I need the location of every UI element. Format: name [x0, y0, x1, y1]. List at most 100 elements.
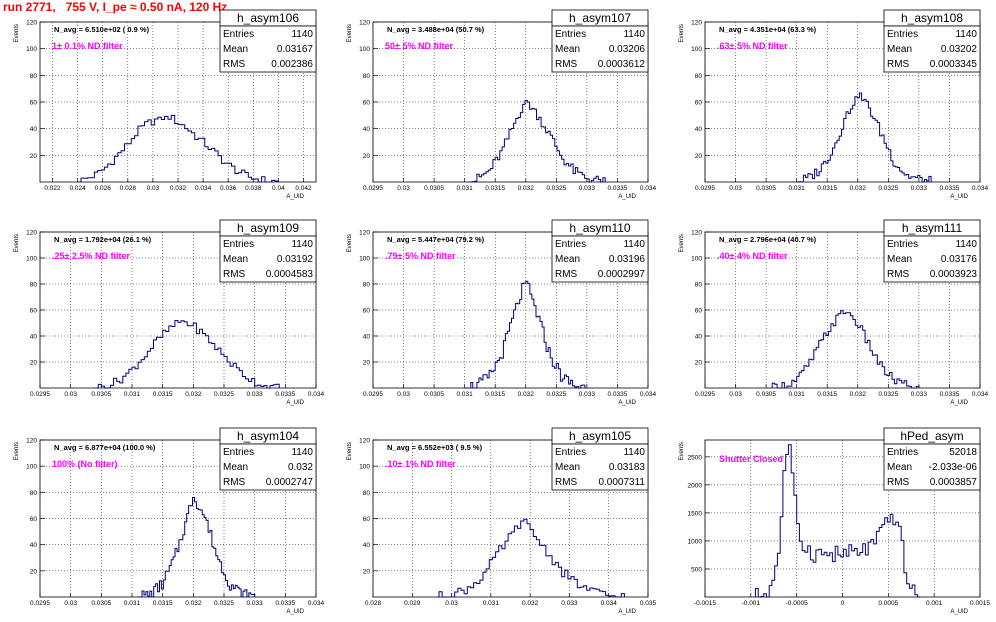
x-tick-label: 0.034 — [195, 185, 212, 192]
stats-value: 1140 — [623, 447, 645, 458]
x-tick-label: 0.034 — [972, 185, 989, 192]
stats-title: h_asym105 — [569, 429, 631, 443]
filter-label: 1± 0.1% ND filter — [52, 41, 123, 51]
y-tick-label: 100 — [26, 256, 37, 263]
x-tick-label: 0.0335 — [939, 391, 959, 398]
x-tick-label: 0.0295 — [363, 391, 383, 398]
y-tick-label: 1000 — [688, 538, 703, 545]
stats-box — [219, 443, 317, 491]
stats-value: 0.03206 — [609, 44, 646, 55]
plot-frame — [704, 439, 981, 598]
x-tick-label: 0.03 — [64, 600, 77, 607]
plot-frame — [372, 21, 649, 183]
stats-key: RMS — [223, 269, 246, 280]
y-axis-label: Events — [14, 24, 20, 42]
stats-value: 52018 — [949, 447, 977, 458]
x-tick-label: 0.0315 — [817, 185, 837, 192]
y-tick-label: 80 — [695, 282, 703, 289]
x-tick-label: 0.031 — [457, 185, 474, 192]
x-tick-label: -0.0005 — [786, 600, 808, 607]
y-tick-label: 20 — [363, 568, 371, 575]
y-tick-label: 60 — [695, 308, 703, 315]
x-tick-label: 0.033 — [911, 391, 928, 398]
x-tick-label: 0.0015 — [970, 600, 990, 607]
stats-box — [883, 235, 981, 283]
stats-value: 0.03192 — [277, 254, 314, 265]
y-tick-label: 20 — [695, 360, 703, 367]
y-tick-label: 100 — [26, 46, 37, 53]
x-tick-label: 0.0305 — [91, 391, 111, 398]
y-tick-label: 120 — [26, 20, 37, 27]
n-avg-annotation: N_avg = 3.488e+04 (50.7 %) — [387, 25, 485, 34]
panel-hPed_asym: -0.0015 -0.001 -0.0005 0 0.0005 0.001 0.0015 50… — [679, 427, 990, 615]
y-tick-label: 20 — [30, 360, 38, 367]
stats-value: 0.0007311 — [598, 477, 645, 488]
x-tick-label: 0.0325 — [214, 600, 234, 607]
x-tick-label: 0.028 — [120, 185, 137, 192]
stats-title: hPed_asym — [900, 429, 963, 443]
y-tick-label: 60 — [363, 516, 371, 523]
x-tick-label: 0.0335 — [275, 391, 295, 398]
stats-value: 0.03167 — [277, 44, 314, 55]
y-tick-label: 2500 — [688, 454, 703, 461]
x-tick-label: 0.0295 — [363, 185, 383, 192]
y-axis-label: Events — [347, 442, 353, 460]
panel-h_asym110: 0.0295 0.03 0.0305 0.031 0.0315 0.032 0.0325 0.… — [347, 219, 657, 406]
x-axis-label: A_UID — [618, 609, 636, 615]
plot-frame — [39, 231, 317, 389]
stats-value: 0.0003612 — [598, 59, 646, 70]
y-tick-label: 100 — [359, 256, 370, 263]
stats-title: h_asym111 — [902, 221, 963, 235]
stats-key: RMS — [223, 59, 246, 70]
x-tick-label: 0.0295 — [30, 391, 50, 398]
stats-value: 0.03176 — [941, 254, 978, 265]
plot-frame — [39, 21, 317, 183]
stats-key: Mean — [223, 254, 248, 265]
x-tick-label: 0.032 — [522, 600, 539, 607]
stats-key: Entries — [555, 29, 586, 40]
n-avg-annotation: N_avg = 1.792e+04 (26.1 %) — [54, 235, 152, 244]
x-tick-label: 0.033 — [247, 600, 264, 607]
y-tick-label: 60 — [30, 516, 38, 523]
n-avg-annotation: N_avg = 6.877e+04 (100.0 %) — [54, 443, 156, 452]
x-tick-label: 0.033 — [579, 391, 596, 398]
y-tick-label: 20 — [695, 153, 703, 160]
x-axis-label: A_UID — [950, 609, 968, 615]
x-tick-label: 0.031 — [124, 600, 141, 607]
y-axis-label: Events — [347, 24, 353, 42]
x-axis-label: A_UID — [950, 400, 968, 406]
stats-value: 0.03183 — [609, 462, 646, 473]
stats-key: RMS — [555, 269, 578, 280]
x-axis-label: A_UID — [950, 194, 968, 200]
x-tick-label: 0.0325 — [546, 185, 566, 192]
stats-value: 0.0003345 — [930, 59, 978, 70]
filter-label: .63± 5% ND filter — [717, 41, 788, 51]
y-tick-label: 120 — [359, 438, 370, 445]
stats-value: 1140 — [291, 29, 313, 40]
stats-title: h_asym104 — [237, 429, 299, 443]
stats-value: 1140 — [955, 29, 977, 40]
y-tick-label: 40 — [695, 334, 703, 341]
x-tick-label: 0.029 — [404, 600, 421, 607]
panel-h_asym107: 0.0295 0.03 0.0305 0.031 0.0315 0.032 0.0325 0.… — [347, 9, 657, 200]
stats-key: Entries — [223, 29, 254, 40]
x-tick-label: 0.036 — [220, 185, 237, 192]
x-tick-label: 0.038 — [245, 185, 262, 192]
x-tick-label: 0.034 — [308, 391, 325, 398]
stats-value: 1140 — [623, 239, 645, 250]
stats-box — [219, 25, 317, 73]
x-tick-label: 0.031 — [124, 391, 141, 398]
y-axis-label: Events — [14, 234, 20, 252]
x-tick-label: 0.0315 — [153, 600, 173, 607]
x-tick-label: 0.03 — [64, 391, 77, 398]
y-tick-label: 120 — [26, 438, 37, 445]
y-axis-label: Events — [679, 24, 685, 42]
y-tick-label: 80 — [363, 73, 371, 80]
filter-label: .40± 4% ND filter — [717, 251, 788, 261]
y-tick-label: 60 — [363, 308, 371, 315]
y-tick-label: 500 — [691, 566, 702, 573]
y-tick-label: 100 — [26, 464, 37, 471]
stats-title: h_asym109 — [237, 221, 299, 235]
stats-key: Entries — [223, 239, 254, 250]
plot-frame — [704, 21, 981, 183]
